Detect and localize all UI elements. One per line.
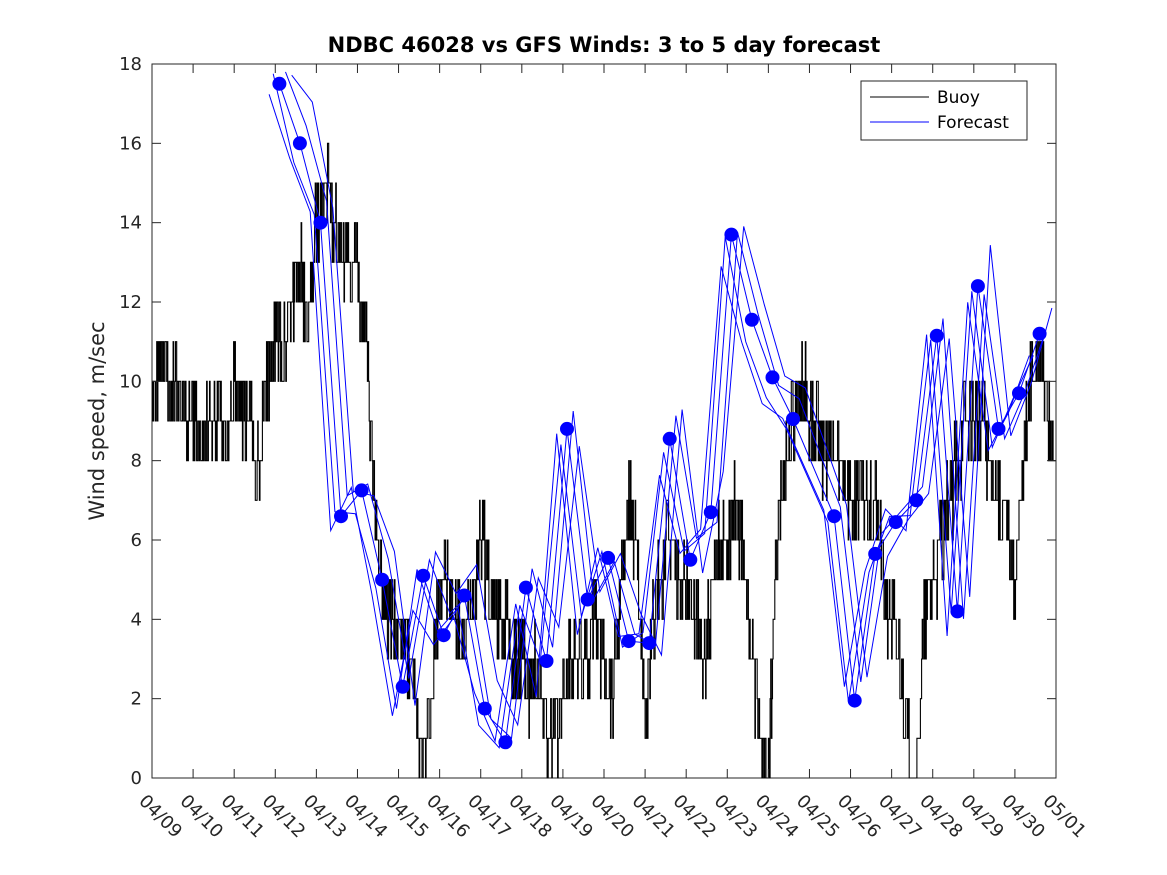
- forecast-point: [539, 654, 554, 668]
- series-line-forecast-2: [272, 73, 1034, 749]
- forecast-point: [724, 227, 739, 242]
- forecast-point: [950, 604, 965, 619]
- forecast-point: [929, 328, 944, 343]
- y-tick-label: 16: [119, 133, 142, 154]
- forecast-point: [580, 592, 595, 607]
- series-line-buoy: [152, 142, 1056, 779]
- y-tick-label: 6: [131, 530, 142, 551]
- forecast-point: [334, 509, 348, 524]
- y-tick-label: 0: [131, 768, 142, 789]
- forecast-point: [272, 76, 287, 91]
- forecast-point: [744, 312, 759, 327]
- y-axis-label: Wind speed, m/sec: [85, 321, 109, 520]
- y-tick-label: 18: [119, 54, 142, 75]
- forecast-point: [662, 431, 677, 446]
- chart-title: NDBC 46028 vs GFS Winds: 3 to 5 day fore…: [328, 33, 881, 57]
- forecast-point: [888, 515, 903, 530]
- data-layer: [152, 71, 1056, 779]
- forecast-point: [416, 568, 431, 583]
- y-tick-label: 2: [131, 689, 142, 710]
- forecast-point: [1012, 386, 1026, 401]
- forecast-point: [1032, 326, 1047, 341]
- forecast-point: [560, 421, 574, 436]
- forecast-point: [457, 588, 472, 603]
- forecast-point: [395, 679, 410, 694]
- plot-area: [151, 63, 1057, 779]
- forecast-point: [313, 215, 328, 230]
- y-tick-label: 8: [131, 451, 142, 472]
- forecast-point: [703, 505, 718, 520]
- forecast-point: [477, 701, 492, 716]
- forecast-point: [827, 509, 842, 524]
- forecast-point: [970, 279, 985, 294]
- forecast-point: [847, 693, 862, 708]
- legend: Buoy Forecast: [860, 80, 1028, 141]
- forecast-point: [786, 412, 800, 426]
- forecast-point: [765, 370, 780, 385]
- forecast-point: [991, 421, 1006, 436]
- forecast-point: [642, 636, 657, 651]
- forecast-point: [375, 572, 390, 587]
- forecast-point: [436, 628, 451, 643]
- forecast-point: [868, 546, 883, 561]
- legend-label-forecast: Forecast: [937, 113, 1009, 133]
- forecast-point: [601, 550, 616, 565]
- forecast-point: [683, 552, 698, 567]
- y-tick-label: 12: [119, 292, 142, 313]
- y-tick-label: 4: [131, 609, 142, 630]
- forecast-point: [354, 483, 369, 498]
- forecast-point: [518, 580, 533, 595]
- series-line-forecast-3: [291, 74, 1053, 727]
- forecast-point: [292, 136, 307, 151]
- legend-label-buoy: Buoy: [937, 88, 980, 108]
- y-tick-label: 10: [119, 371, 142, 392]
- forecast-point: [621, 634, 636, 649]
- series-line-forecast-4: [268, 94, 1030, 743]
- y-tick-label: 14: [119, 213, 142, 234]
- forecast-point: [498, 735, 513, 750]
- forecast-point: [909, 493, 924, 508]
- legend-box: [860, 80, 1028, 141]
